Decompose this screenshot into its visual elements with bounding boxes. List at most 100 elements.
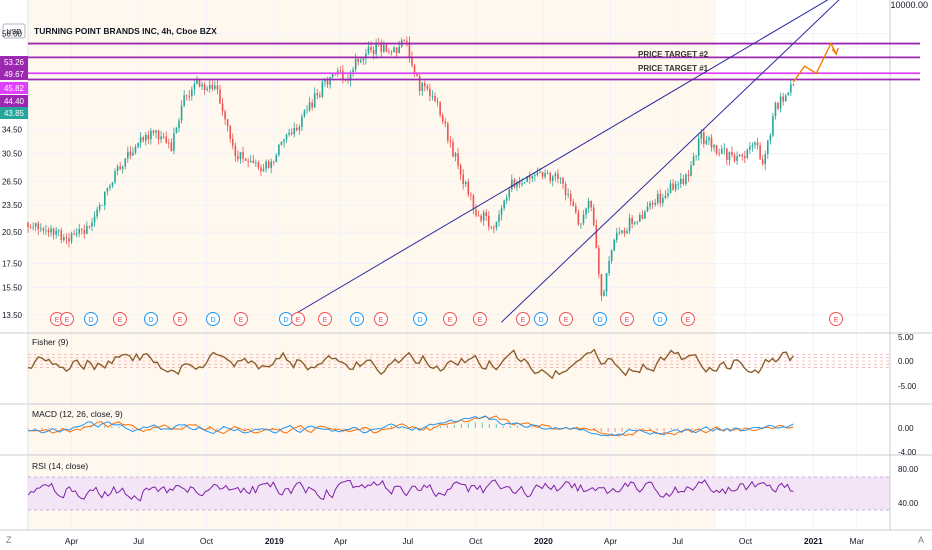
- fisher-line: [27, 348, 794, 380]
- candle-body: [167, 142, 170, 144]
- candle-body: [618, 232, 621, 234]
- time-axis-label: Jul: [402, 536, 413, 546]
- dividend-marker[interactable]: D: [206, 312, 220, 326]
- earnings-marker[interactable]: E: [60, 312, 74, 326]
- candle-body: [383, 45, 385, 52]
- earnings-marker[interactable]: E: [113, 312, 127, 326]
- event-circle: [291, 312, 305, 326]
- candle-body: [280, 141, 283, 145]
- candle-body: [687, 174, 690, 177]
- dividend-marker[interactable]: D: [534, 312, 548, 326]
- candle-body: [395, 47, 398, 54]
- candle-body: [152, 130, 155, 133]
- event-letter: E: [296, 317, 301, 324]
- candle-body: [457, 153, 459, 166]
- candle-body: [777, 102, 779, 109]
- candle-body: [293, 128, 296, 135]
- candle-body: [641, 214, 644, 219]
- event-circle: [113, 312, 127, 326]
- earnings-marker[interactable]: E: [173, 312, 187, 326]
- dividend-marker[interactable]: D: [279, 312, 293, 326]
- rsi-band: [28, 477, 890, 510]
- candle-body: [700, 132, 703, 139]
- event-circle: [350, 312, 364, 326]
- candle-body: [86, 225, 88, 234]
- earnings-marker[interactable]: E: [829, 312, 843, 326]
- candle-body: [551, 176, 554, 181]
- candle-body: [265, 161, 267, 169]
- candle-body: [582, 214, 585, 224]
- candle-body: [349, 72, 352, 81]
- event-circle: [473, 312, 487, 326]
- event-circle: [234, 312, 248, 326]
- earnings-marker[interactable]: E: [681, 312, 695, 326]
- candle-body: [764, 154, 767, 165]
- candle-body: [157, 130, 160, 140]
- candle-body: [367, 46, 370, 54]
- dividend-marker[interactable]: D: [144, 312, 158, 326]
- auto-scale-button[interactable]: A: [918, 535, 924, 545]
- dividend-marker[interactable]: D: [413, 312, 427, 326]
- zoom-button[interactable]: Z: [6, 535, 12, 545]
- earnings-marker[interactable]: E: [291, 312, 305, 326]
- dividend-marker[interactable]: D: [593, 312, 607, 326]
- candle-body: [769, 135, 772, 141]
- candle-body: [88, 225, 91, 227]
- earnings-marker[interactable]: E: [318, 312, 332, 326]
- candle-body: [731, 151, 733, 155]
- candle-body: [592, 207, 595, 226]
- candle-body: [39, 228, 42, 230]
- candle-body: [549, 172, 552, 181]
- candle-body: [211, 84, 214, 89]
- dividend-marker[interactable]: D: [653, 312, 667, 326]
- candle-body: [96, 209, 98, 217]
- earnings-marker[interactable]: E: [473, 312, 487, 326]
- indicator-axes: 5.00 0.00 -5.00 0.00 -4.00 80.00 40.00: [898, 333, 919, 508]
- candle-body: [697, 138, 700, 156]
- earnings-marker[interactable]: E: [620, 312, 634, 326]
- dividend-marker[interactable]: D: [84, 312, 98, 326]
- candle-body: [52, 228, 55, 235]
- candle-body: [429, 88, 431, 97]
- earnings-marker[interactable]: E: [516, 312, 530, 326]
- earnings-marker[interactable]: E: [443, 312, 457, 326]
- currency-button[interactable]: [2, 23, 26, 39]
- candle-body: [600, 274, 603, 296]
- candle-body: [749, 146, 751, 150]
- candle-body: [234, 145, 237, 157]
- price-badge-label: 44.40: [4, 97, 25, 106]
- candle-body: [170, 142, 173, 151]
- price-tick-label: 17.50: [2, 260, 23, 269]
- candle-body: [426, 86, 429, 89]
- candle-body: [772, 116, 774, 136]
- earnings-marker[interactable]: E: [234, 312, 248, 326]
- candle-body: [270, 161, 272, 168]
- candle-body: [267, 161, 270, 168]
- candle-body: [173, 133, 175, 151]
- candle-body: [580, 223, 582, 225]
- event-circle: [829, 312, 843, 326]
- earnings-marker[interactable]: E: [374, 312, 388, 326]
- candle-body: [237, 156, 239, 160]
- earnings-marker[interactable]: E: [559, 312, 573, 326]
- chart-title: TURNING POINT BRANDS INC, 4h, Cboe BZX: [34, 26, 217, 36]
- price-badge-label: 53.26: [4, 58, 25, 67]
- candle-body: [183, 95, 185, 106]
- price-tick-label: 30.50: [2, 150, 23, 159]
- price-axis[interactable]: 56.00 34.50 30.50 26.50 23.50 20.50 17.50 15.50…: [2, 30, 23, 320]
- candle-body: [421, 83, 424, 92]
- trend-line[interactable]: [501, 0, 890, 323]
- dividend-marker[interactable]: D: [350, 312, 364, 326]
- fisher-axis-label: 0.00: [898, 357, 914, 366]
- candle-body: [119, 166, 121, 169]
- candle-body: [718, 153, 720, 155]
- time-axis[interactable]: Apr Jul Oct 2019 Apr Jul Oct 2020 Apr Jul Oct 2021 M…: [65, 536, 864, 546]
- candle-body: [365, 53, 367, 59]
- candle-body: [208, 84, 211, 89]
- trend-line[interactable]: [280, 0, 890, 323]
- event-letter: D: [210, 317, 215, 324]
- candle-body: [590, 200, 592, 208]
- candle-body: [416, 74, 418, 77]
- time-axis-label: Oct: [739, 536, 753, 546]
